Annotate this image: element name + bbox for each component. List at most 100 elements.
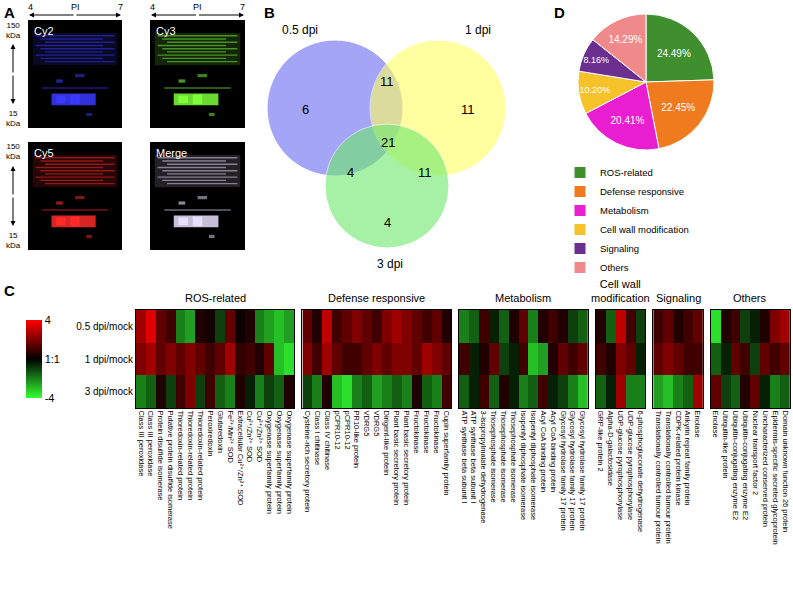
svg-text:Nuclear transport factor 2: Nuclear transport factor 2 [751, 411, 760, 496]
svg-text:Ankyrin repeat family protein: Ankyrin repeat family protein [683, 411, 692, 506]
svg-text:Glycosyl hydrolase family 17 p: Glycosyl hydrolase family 17 protein [559, 411, 568, 531]
svg-text:6-phosphogluconate dehydrogena: 6-phosphogluconate dehydrogenase [636, 411, 645, 533]
svg-text:4: 4 [384, 215, 391, 230]
svg-text:Merge: Merge [156, 147, 187, 159]
svg-text:Fructokinase: Fructokinase [422, 411, 431, 454]
svg-text:Peroxiredoxin: Peroxiredoxin [206, 411, 215, 457]
svg-text:Fructokinase: Fructokinase [412, 411, 421, 454]
svg-text:Oxygenase superfamily protein: Oxygenase superfamily protein [275, 411, 284, 514]
svg-text:B: B [264, 4, 275, 21]
svg-text:Plant basic secretory protein: Plant basic secretory protein [402, 411, 411, 506]
svg-text:0.5 dpi: 0.5 dpi [282, 23, 318, 37]
svg-text:15kDa: 15kDa [6, 109, 21, 128]
svg-text:UDP-glucose pyrophosphorylase: UDP-glucose pyrophosphorylase [616, 411, 625, 521]
svg-text:PI: PI [71, 2, 80, 12]
svg-text:Metabolism: Metabolism [600, 205, 649, 216]
svg-text:1 dpi/mock: 1 dpi/mock [85, 354, 134, 365]
svg-text:PR10-like protein: PR10-like protein [352, 411, 361, 469]
svg-text:pCPR10-12: pCPR10-12 [333, 411, 342, 450]
svg-text:Glycosyl hydrolase family 17 p: Glycosyl hydrolase family 17 protein [578, 411, 587, 531]
svg-text:Enolase: Enolase [711, 411, 720, 438]
svg-text:Extracellular Cu²⁺/Zn²⁺ SOD: Extracellular Cu²⁺/Zn²⁺ SOD [236, 411, 245, 507]
svg-text:Class III peroxidase: Class III peroxidase [137, 411, 146, 477]
svg-text:PI: PI [193, 2, 202, 12]
svg-text:Thioredoxin-related protein: Thioredoxin-related protein [186, 411, 195, 501]
svg-text:1:1: 1:1 [45, 353, 60, 365]
svg-text:Plant basic secretory protein: Plant basic secretory protein [392, 411, 401, 506]
svg-text:GRP-like protein 2: GRP-like protein 2 [596, 411, 605, 472]
svg-text:ATP synthase beta subunit I: ATP synthase beta subunit I [469, 411, 478, 504]
svg-text:3 dpi: 3 dpi [377, 257, 403, 271]
svg-text:22.45%: 22.45% [661, 102, 695, 113]
svg-text:Cy2: Cy2 [34, 25, 54, 37]
svg-text:A: A [4, 4, 15, 21]
svg-text:Translationally controlled tum: Translationally controlled tumour protei… [664, 411, 673, 544]
svg-text:3-isopropylmalate dehydrogenas: 3-isopropylmalate dehydrogenase [479, 411, 488, 524]
svg-text:Signaling: Signaling [656, 292, 701, 304]
svg-text:-4: -4 [45, 392, 55, 404]
svg-text:Cupin superfamily protein: Cupin superfamily protein [442, 411, 451, 496]
svg-text:20.41%: 20.41% [611, 115, 645, 126]
svg-text:0.5 dpi/mock: 0.5 dpi/mock [76, 321, 134, 332]
svg-text:Class IV chitinase: Class IV chitinase [323, 411, 332, 471]
svg-text:Putative protein disulfide iso: Putative protein disulfide isomerase [166, 411, 175, 529]
svg-text:Oxygenase superfamily protein: Oxygenase superfamily protein [265, 411, 274, 514]
svg-text:Epidermis-specific secreted gl: Epidermis-specific secreted glycoprotein [771, 411, 780, 545]
svg-text:Isopentyl diphosphate isomeras: Isopentyl diphosphate isomerase [529, 411, 538, 521]
svg-text:Acyl CoA binding protein: Acyl CoA binding protein [539, 411, 548, 493]
svg-text:Defense responsive: Defense responsive [328, 292, 425, 304]
svg-text:Cell wall modification: Cell wall modification [600, 224, 689, 235]
svg-text:Dirigent-like protein: Dirigent-like protein [382, 411, 391, 476]
svg-text:11: 11 [418, 165, 432, 180]
svg-text:Thioredoxin-related protein: Thioredoxin-related protein [196, 411, 205, 501]
svg-text:D: D [554, 4, 565, 21]
svg-text:Triosephosphate isomerase: Triosephosphate isomerase [489, 411, 498, 503]
svg-text:21: 21 [381, 135, 395, 150]
svg-text:Class III peroxidase: Class III peroxidase [146, 411, 155, 477]
svg-text:4: 4 [28, 2, 33, 12]
svg-text:Triosephosphate isomerase: Triosephosphate isomerase [509, 411, 518, 503]
svg-text:8.16%: 8.16% [584, 55, 610, 65]
svg-text:1 dpi: 1 dpi [465, 23, 491, 37]
svg-text:Enolase: Enolase [693, 411, 702, 438]
svg-text:Acyl CoA binding protein: Acyl CoA binding protein [549, 411, 558, 493]
svg-text:VDRG5: VDRG5 [372, 411, 381, 437]
svg-text:Cy5: Cy5 [34, 147, 54, 159]
svg-text:4: 4 [150, 2, 155, 12]
svg-text:24.49%: 24.49% [657, 48, 691, 59]
svg-text:Glycosyl hydrolase family 17 p: Glycosyl hydrolase family 17 protein [568, 411, 577, 531]
svg-text:Glutaredoxin: Glutaredoxin [216, 411, 225, 454]
svg-text:Cysteine-rich secretory protei: Cysteine-rich secretory protein [303, 411, 312, 513]
svg-text:Class I chitinase: Class I chitinase [313, 411, 322, 466]
svg-text:ROS-related: ROS-related [600, 167, 653, 178]
svg-text:Signaling: Signaling [600, 243, 639, 254]
svg-text:Ubiquitin-conjugating enzyme E: Ubiquitin-conjugating enzyme E2 [731, 411, 740, 521]
svg-text:Cell wallmodification: Cell wallmodification [591, 278, 650, 304]
svg-text:pCPR10-12: pCPR10-12 [343, 411, 352, 450]
svg-text:7: 7 [118, 2, 123, 12]
svg-text:Isopentyl diphosphate isomeras: Isopentyl diphosphate isomerase [519, 411, 528, 521]
svg-text:6: 6 [302, 102, 309, 117]
svg-text:11: 11 [380, 74, 394, 89]
svg-text:ROS-related: ROS-related [185, 292, 246, 304]
svg-text:UDP-glucose pyrophosphorylase: UDP-glucose pyrophosphorylase [626, 411, 635, 521]
svg-text:CDPK-related protein kinase: CDPK-related protein kinase [674, 411, 683, 506]
svg-text:Cy3: Cy3 [156, 25, 176, 37]
svg-text:Defense responsive: Defense responsive [600, 186, 684, 197]
svg-text:15kDa: 15kDa [6, 231, 21, 250]
svg-text:Ubiquitin-conjugating enzyme E: Ubiquitin-conjugating enzyme E2 [741, 411, 750, 521]
svg-text:Cu²⁺/Zn²⁺ SOD: Cu²⁺/Zn²⁺ SOD [255, 411, 264, 463]
svg-text:Protein disulfide isomerase: Protein disulfide isomerase [156, 411, 165, 501]
svg-text:150kDa: 150kDa [6, 21, 21, 40]
svg-text:Ubiquitin-like protein: Ubiquitin-like protein [721, 411, 730, 479]
svg-text:3 dpi/mock: 3 dpi/mock [85, 386, 134, 397]
svg-text:10.20%: 10.20% [579, 85, 610, 95]
svg-text:Uncharacterized conserved prot: Uncharacterized conserved protein [761, 411, 770, 527]
svg-text:Fructokinase: Fructokinase [432, 411, 441, 454]
svg-text:VDRG5: VDRG5 [362, 411, 371, 437]
svg-text:Alpha-D-galactosidase: Alpha-D-galactosidase [606, 411, 615, 486]
svg-text:Oxygenase superfamily protein: Oxygenase superfamily protein [285, 411, 294, 514]
svg-text:ATP synthase beta subunit I: ATP synthase beta subunit I [460, 411, 469, 504]
svg-text:150kDa: 150kDa [6, 142, 21, 161]
svg-text:4: 4 [347, 165, 354, 180]
